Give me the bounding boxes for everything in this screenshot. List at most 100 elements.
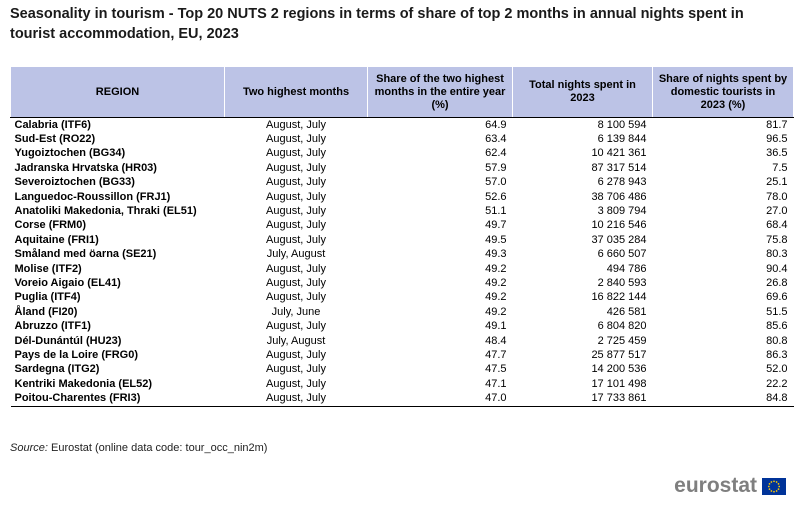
table-row: Jadranska Hrvatska (HR03) August, July 57.…: [11, 161, 794, 175]
total-nights-cell: 494 786: [606, 262, 647, 275]
total-nights-cell: 2 725 459: [597, 334, 647, 347]
source-note: Source: Eurostat (online data code: tour…: [10, 442, 267, 454]
eurostat-wordmark: eurostat: [674, 474, 757, 497]
eurostat-logo: eurostat: [674, 474, 786, 498]
months-cell: August, July: [266, 118, 326, 131]
total-nights-cell: 17 101 498: [591, 377, 647, 390]
share-cell: 49.2: [485, 291, 507, 304]
table-row: Småland med öarna (SE21) July, August 49.3…: [11, 248, 794, 262]
total-nights-cell: 6 804 820: [597, 320, 647, 333]
domestic-share-cell: 84.8: [652, 391, 794, 407]
months-cell: July, June: [271, 305, 321, 318]
domestic-share-cell: 86.3: [766, 348, 788, 361]
table-row: Dél-Dunántúl (HU23) July, August 48.4 2 725…: [11, 334, 794, 348]
share-cell: 47.5: [485, 363, 507, 376]
column-header-total-nights: Total nights spent in 2023: [512, 66, 653, 118]
total-nights-cell: 38 706 486: [591, 190, 647, 203]
months-cell: August, July: [266, 276, 326, 289]
domestic-share-cell: 80.3: [766, 248, 788, 261]
share-cell: 51.1: [485, 205, 507, 218]
flag-star: [775, 489, 778, 492]
table-row: Sud-Est (RO22) August, July 63.4 6 139 844 9…: [11, 132, 794, 146]
total-nights-cell: 10 421 361: [591, 147, 647, 160]
column-header-share-two-months: Share of the two highest months in the e…: [367, 66, 513, 118]
region-cell: Severoiztochen (BG33): [14, 176, 135, 189]
months-cell: August, July: [266, 262, 326, 275]
flag-star: [773, 479, 775, 482]
table-row: Severoiztochen (BG33) August, July 57.0 6 2…: [11, 176, 794, 190]
share-cell: 49.2: [485, 276, 507, 289]
region-cell: Calabria (ITF6): [14, 118, 91, 131]
flag-star: [767, 485, 770, 487]
months-cell: August, July: [266, 233, 326, 246]
total-nights-cell: 8 100 594: [597, 118, 647, 131]
region-cell: Abruzzo (ITF1): [14, 320, 91, 333]
table-row: Pays de la Loire (FRG0) August, July 47.7 2…: [11, 348, 794, 362]
domestic-share-cell: 27.0: [766, 205, 788, 218]
months-cell: August, July: [266, 161, 326, 174]
share-cell: 49.3: [485, 248, 507, 261]
domestic-share-cell: 78.0: [766, 190, 788, 203]
table-row: Voreio Aigaio (EL41) August, July 49.2 2 84…: [11, 276, 794, 290]
page-title: Seasonality in tourism - Top 20 NUTS 2 r…: [10, 6, 744, 42]
domestic-share-cell: 96.5: [766, 133, 788, 146]
months-cell: July, August: [266, 248, 326, 261]
total-nights-cell: 6 278 943: [597, 176, 647, 189]
share-cell: 47.0: [367, 391, 513, 407]
domestic-share-cell: 90.4: [766, 262, 788, 275]
region-cell: Åland (FI20): [14, 305, 78, 318]
region-cell: Pays de la Loire (FRG0): [14, 348, 138, 361]
total-nights-cell: 16 822 144: [591, 291, 647, 304]
domestic-share-cell: 26.8: [766, 276, 788, 289]
months-cell: August, July: [224, 391, 368, 407]
flag-star: [768, 482, 771, 485]
flag-star: [770, 489, 773, 492]
region-cell: Languedoc-Roussillon (FRJ1): [14, 190, 171, 203]
share-cell: 49.1: [485, 320, 507, 333]
eu-flag-icon: [762, 477, 786, 495]
region-cell: Småland med öarna (SE21): [14, 248, 157, 261]
flag-star: [778, 485, 781, 487]
share-cell: 49.5: [485, 233, 507, 246]
total-nights-cell: 6 660 507: [597, 248, 647, 261]
region-cell: Dél-Dunántúl (HU23): [14, 334, 122, 347]
domestic-share-cell: 85.6: [766, 320, 788, 333]
table-row: Abruzzo (ITF1) August, July 49.1 6 804 820 8…: [11, 319, 794, 333]
domestic-share-cell: 36.5: [766, 147, 788, 160]
region-cell: Corse (FRM0): [14, 219, 87, 232]
domestic-share-cell: 7.5: [772, 161, 788, 174]
share-cell: 64.9: [485, 118, 507, 131]
column-header-two-highest-months: Two highest months: [224, 66, 368, 118]
share-cell: 63.4: [485, 133, 507, 146]
total-nights-cell: 17 733 861: [512, 391, 653, 407]
region-cell: Molise (ITF2): [14, 262, 82, 275]
table-body: Calabria (ITF6) August, July 64.9 8 100 594…: [10, 118, 794, 407]
column-header-region: REGION: [10, 66, 225, 118]
data-table: REGION Two highest months Share of the t…: [10, 66, 794, 407]
region-cell: Voreio Aigaio (EL41): [14, 276, 121, 289]
region-cell: Sardegna (ITG2): [14, 363, 100, 376]
table-row: Corse (FRM0) August, July 49.7 10 216 546 68…: [11, 219, 794, 233]
table-header-row: REGION Two highest months Share of the t…: [10, 66, 794, 118]
share-cell: 47.7: [485, 348, 507, 361]
total-nights-cell: 14 200 536: [591, 363, 647, 376]
table-row: Puglia (ITF4) August, July 49.2 16 822 144 6…: [11, 291, 794, 305]
domestic-share-cell: 25.1: [766, 176, 788, 189]
share-cell: 57.9: [485, 161, 507, 174]
share-cell: 49.2: [485, 262, 507, 275]
flag-star: [770, 480, 773, 483]
months-cell: August, July: [266, 320, 326, 333]
total-nights-cell: 6 139 844: [597, 133, 647, 146]
column-header-domestic-share: Share of nights spent by domestic touris…: [652, 66, 794, 118]
table-row: Anatoliki Makedonia, Thraki (EL51) August…: [11, 204, 794, 218]
table-row: Åland (FI20) July, June 49.2 426 581 51.5: [11, 305, 794, 319]
table-row: Languedoc-Roussillon (FRJ1) August, July 5…: [11, 190, 794, 204]
share-cell: 57.0: [485, 176, 507, 189]
months-cell: August, July: [266, 176, 326, 189]
region-cell: Aquitaine (FRI1): [14, 233, 99, 246]
months-cell: August, July: [266, 348, 326, 361]
months-cell: August, July: [266, 147, 326, 160]
region-cell: Poitou-Charentes (FRI3): [10, 391, 225, 407]
table-row: Aquitaine (FRI1) August, July 49.5 37 035 2…: [11, 233, 794, 247]
domestic-share-cell: 81.7: [766, 118, 788, 131]
